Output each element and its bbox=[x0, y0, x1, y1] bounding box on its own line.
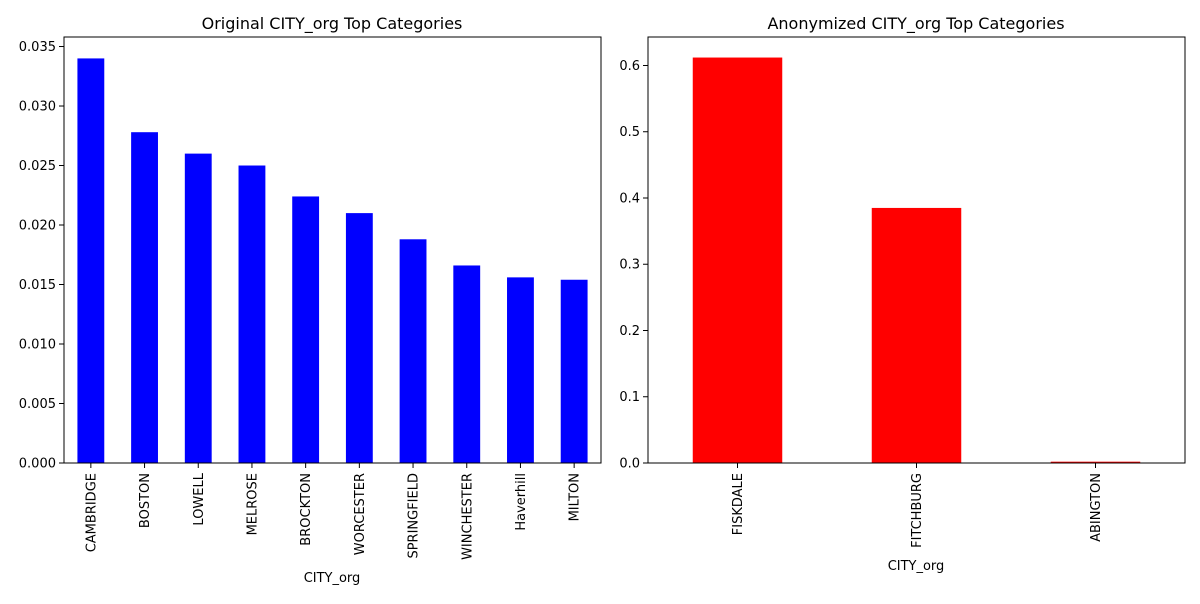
y-tick-label-anonymized-1: 0.1 bbox=[619, 390, 640, 405]
y-tick-label-original-7: 0.035 bbox=[19, 40, 56, 55]
x-axis-label-anonymized: CITY_org bbox=[888, 559, 945, 574]
bar-original-0 bbox=[77, 58, 105, 463]
chart-title-original: Original CITY_org Top Categories bbox=[202, 14, 463, 34]
y-tick-label-original-1: 0.005 bbox=[19, 397, 56, 412]
y-tick-label-anonymized-0: 0.0 bbox=[619, 457, 640, 472]
x-tick-label-original-4: BROCKTON bbox=[299, 473, 314, 546]
x-tick-label-anonymized-1: FITCHBURG bbox=[910, 473, 925, 548]
bar-original-7 bbox=[453, 265, 481, 463]
bar-original-1 bbox=[131, 132, 158, 463]
bar-original-4 bbox=[292, 196, 320, 463]
bar-anonymized-0 bbox=[692, 57, 783, 464]
x-tick-label-original-8: Haverhill bbox=[514, 473, 529, 531]
bar-anonymized-2 bbox=[1050, 461, 1141, 463]
x-axis-label-original: CITY_org bbox=[304, 571, 361, 586]
y-tick-label-anonymized-3: 0.3 bbox=[619, 258, 640, 273]
y-tick-label-original-6: 0.030 bbox=[19, 100, 56, 115]
plot-area-anonymized: 0.0 0.1 0.2 0.3 0.4 0.5 0.6 FISKDALE FITCHBURG AB… bbox=[619, 36, 1186, 548]
y-tick-label-original-0: 0.000 bbox=[19, 457, 56, 472]
x-tick-label-original-6: SPRINGFIELD bbox=[407, 473, 422, 559]
y-tick-label-original-3: 0.015 bbox=[19, 278, 56, 293]
x-tick-label-original-3: MELROSE bbox=[245, 473, 260, 535]
y-tick-label-anonymized-6: 0.6 bbox=[619, 59, 640, 74]
bar-original-8 bbox=[507, 277, 534, 463]
bar-original-6 bbox=[399, 239, 427, 463]
y-tick-label-anonymized-4: 0.4 bbox=[619, 191, 640, 206]
x-tick-label-anonymized-0: FISKDALE bbox=[731, 473, 746, 535]
panel-original: Original CITY_org Top Categories CITY_or… bbox=[19, 14, 602, 586]
y-tick-label-original-4: 0.020 bbox=[19, 219, 56, 234]
chart-title-anonymized: Anonymized CITY_org Top Categories bbox=[767, 14, 1064, 34]
y-tick-label-original-2: 0.010 bbox=[19, 338, 56, 353]
x-tick-label-original-7: WINCHESTER bbox=[460, 473, 475, 560]
x-tick-label-original-9: MILTON bbox=[568, 473, 583, 521]
bar-original-3 bbox=[238, 165, 266, 463]
bar-original-9 bbox=[560, 279, 588, 463]
y-tick-label-anonymized-2: 0.2 bbox=[619, 324, 640, 339]
x-tick-label-anonymized-2: ABINGTON bbox=[1089, 473, 1104, 542]
y-tick-label-original-5: 0.025 bbox=[19, 159, 56, 174]
x-tick-label-original-0: CAMBRIDGE bbox=[84, 473, 99, 552]
axes-frame-original bbox=[63, 36, 602, 464]
bar-original-2 bbox=[184, 153, 212, 463]
panel-anonymized: Anonymized CITY_org Top Categories CITY_… bbox=[619, 14, 1186, 574]
plot-area-original: 0.000 0.005 0.010 0.015 0.020 0.025 0.030 0.035… bbox=[19, 36, 602, 560]
bar-anonymized-1 bbox=[871, 207, 962, 463]
x-tick-label-original-5: WORCESTER bbox=[353, 473, 368, 555]
x-tick-label-original-1: BOSTON bbox=[138, 473, 153, 528]
bar-original-5 bbox=[345, 213, 373, 463]
y-tick-label-anonymized-5: 0.5 bbox=[619, 125, 640, 140]
x-tick-label-original-2: LOWELL bbox=[192, 472, 207, 525]
